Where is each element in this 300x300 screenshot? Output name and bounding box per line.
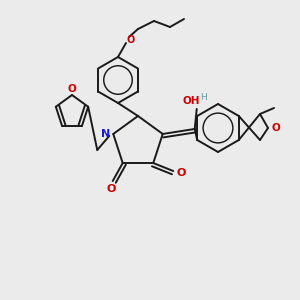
Text: O: O [177,168,186,178]
Text: O: O [127,35,135,45]
Text: H: H [200,94,207,103]
Text: N: N [100,129,110,139]
Text: O: O [106,184,116,194]
Text: O: O [68,84,76,94]
Text: O: O [272,123,280,133]
Text: OH: OH [183,96,200,106]
